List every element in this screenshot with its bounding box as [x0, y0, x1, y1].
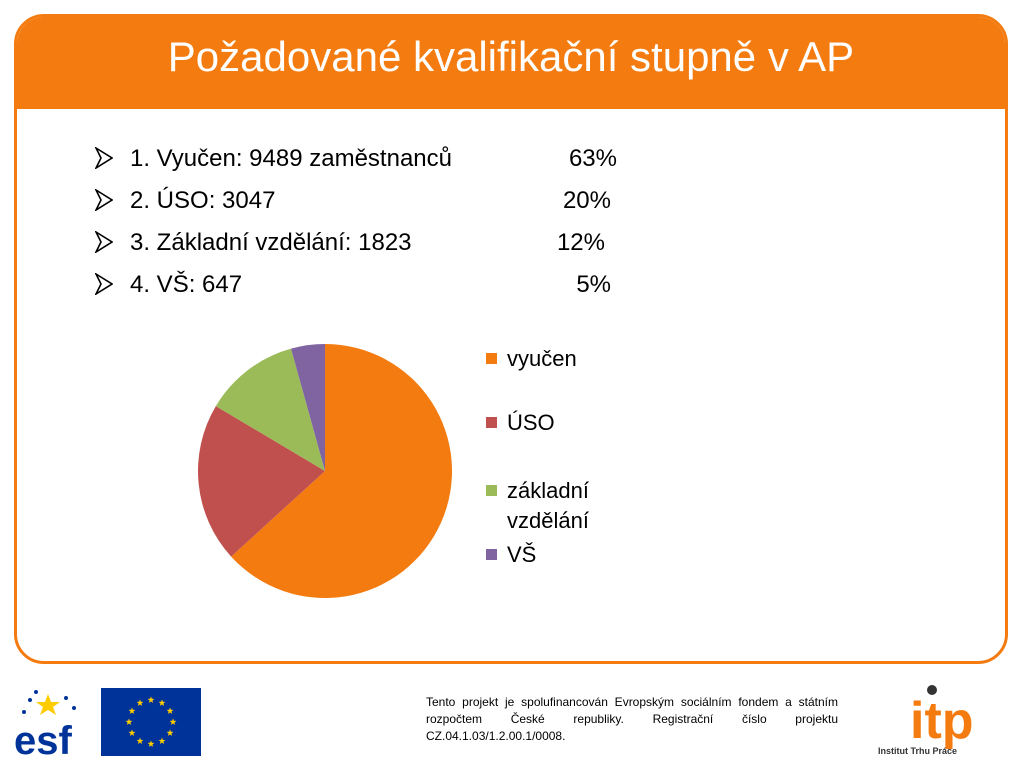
bullet-item: 4. VŠ: 647 5% [95, 271, 655, 313]
eu-star-icon [136, 699, 144, 706]
slide-frame: Požadované kvalifikační stupně v AP 1. V… [14, 14, 1008, 664]
legend-swatch [486, 485, 497, 496]
legend-label: ÚSO [507, 410, 555, 435]
eu-star-icon [169, 718, 177, 725]
itp-logo-caption: Institut Trhu Práce [878, 746, 957, 756]
bullet-text: 2. ÚSO: 3047 [130, 187, 276, 214]
pie-slice-3 [291, 344, 325, 471]
legend-label: VŠ [507, 542, 537, 567]
eu-star-icon [147, 696, 155, 703]
bullet-text: 4. VŠ: 647 [130, 271, 243, 298]
footer-funding-text: Tento projekt je spolufinancován Evropsk… [426, 695, 838, 743]
eu-star-icon [125, 718, 133, 725]
legend-label: základní vzdělání [507, 478, 589, 533]
eu-star-icon [136, 737, 144, 744]
bullet-text: 3. Základní vzdělání: 1823 [130, 229, 412, 256]
eu-flag-icon [101, 688, 201, 756]
legend-label: vyučen [507, 346, 577, 371]
bullet-list: 1. Vyučen: 9489 zaměstnanců 63% 2. ÚSO: … [95, 145, 655, 313]
eu-star-icon [147, 740, 155, 747]
bullet-percent: 63% [568, 145, 617, 172]
bullet-percent: 20% [562, 187, 611, 214]
esf-logo-text: esf [14, 719, 72, 756]
esf-logo: esf [14, 688, 98, 756]
legend-swatch [486, 417, 497, 428]
arrow-bullet-icon [95, 147, 113, 169]
bullet-item: 2. ÚSO: 3047 20% [95, 187, 655, 229]
pie-slice-1 [197, 406, 325, 557]
eu-star-icon [166, 707, 174, 714]
arrow-bullet-icon [95, 189, 113, 211]
title-bar: Požadované kvalifikační stupně v AP [17, 17, 1005, 109]
eu-star-icon [158, 737, 166, 744]
bullet-item: 1. Vyučen: 9489 zaměstnanců 63% [95, 145, 655, 187]
legend-swatch [486, 353, 497, 364]
arrow-bullet-icon [95, 231, 113, 253]
bullet-item: 3. Základní vzdělání: 1823 12% [95, 229, 655, 271]
eu-star-icon [128, 729, 136, 736]
slide-title: Požadované kvalifikační stupně v AP [167, 33, 855, 80]
bullet-percent: 5% [576, 271, 611, 298]
eu-star-icon [166, 729, 174, 736]
eu-star-icon [158, 699, 166, 706]
bullet-percent: 12% [556, 229, 605, 256]
legend-swatch [486, 549, 497, 560]
arrow-bullet-icon [95, 273, 113, 295]
pie-slice-0 [231, 344, 452, 598]
itp-logo: itp Institut Trhu Práce [878, 685, 974, 756]
bullet-text: 1. Vyučen: 9489 zaměstnanců [130, 145, 452, 172]
eu-star-icon [128, 707, 136, 714]
pie-chart [197, 344, 452, 598]
itp-logo-text: itp [910, 692, 974, 750]
pie-slice-2 [215, 348, 325, 471]
